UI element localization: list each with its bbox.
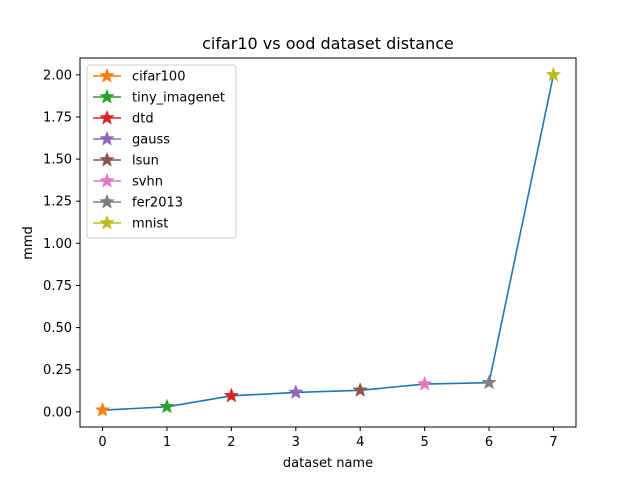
x-tick-label: 4: [356, 435, 364, 450]
x-tick-label: 5: [420, 435, 428, 450]
legend-marker: [99, 151, 115, 167]
data-point-dtd: [223, 387, 240, 403]
y-tick-label: 1.00: [43, 237, 72, 252]
data-point-fer2013: [481, 374, 497, 390]
legend-label: cifar100: [132, 70, 185, 85]
legend-label: tiny_imagenet: [132, 91, 225, 106]
y-tick-label: 0.00: [43, 405, 72, 420]
legend-marker: [99, 130, 115, 146]
data-point-svhn: [416, 375, 433, 391]
legend-marker: [99, 67, 115, 83]
legend-marker: [99, 172, 115, 188]
x-tick-label: 1: [163, 435, 171, 450]
series-line: [102, 74, 555, 411]
y-tick-label: 1.50: [43, 153, 72, 168]
legend-marker: [99, 193, 115, 209]
y-tick-label: 0.50: [43, 321, 72, 336]
x-tick-label: 6: [485, 435, 493, 450]
legend-label: svhn: [132, 175, 163, 190]
x-axis-label: dataset name: [283, 456, 373, 471]
y-axis-label: mmd: [21, 226, 36, 260]
plot-frame: [79, 57, 577, 428]
plot-area: [94, 66, 562, 417]
y-tick-label: 1.75: [43, 110, 72, 125]
legend-label: lsun: [132, 154, 159, 169]
x-tick-label: 3: [292, 435, 300, 450]
legend-frame: [86, 64, 237, 239]
x-tick-label: 2: [227, 435, 235, 450]
legend-marker: [99, 109, 115, 125]
legend-label: gauss: [132, 133, 170, 148]
y-tick-label: 0.25: [43, 363, 72, 378]
data-point-cifar100: [94, 401, 111, 417]
y-tick-label: 0.75: [43, 279, 72, 294]
legend-label: dtd: [132, 112, 154, 127]
y-tick-label: 1.25: [43, 195, 72, 210]
x-tick-label: 7: [549, 435, 557, 450]
x-tick-label: 0: [98, 435, 106, 450]
y-tick-label: 2.00: [43, 68, 72, 83]
legend-marker: [99, 214, 115, 230]
data-point-mnist: [545, 66, 562, 82]
legend-marker: [99, 88, 115, 104]
legend-label: fer2013: [132, 196, 183, 211]
data-point-gauss: [287, 384, 304, 400]
axes: 0 1 2 3 4 5 6 7 0.00 0.25 0.50 0.75 1.00 1.25 1.50 1.75…: [43, 68, 558, 450]
data-point-tiny-imagenet: [159, 398, 175, 414]
chart-title: cifar10 vs ood dataset distance: [202, 34, 454, 53]
data-point-lsun: [352, 382, 369, 397]
legend-label: mnist: [132, 217, 168, 232]
